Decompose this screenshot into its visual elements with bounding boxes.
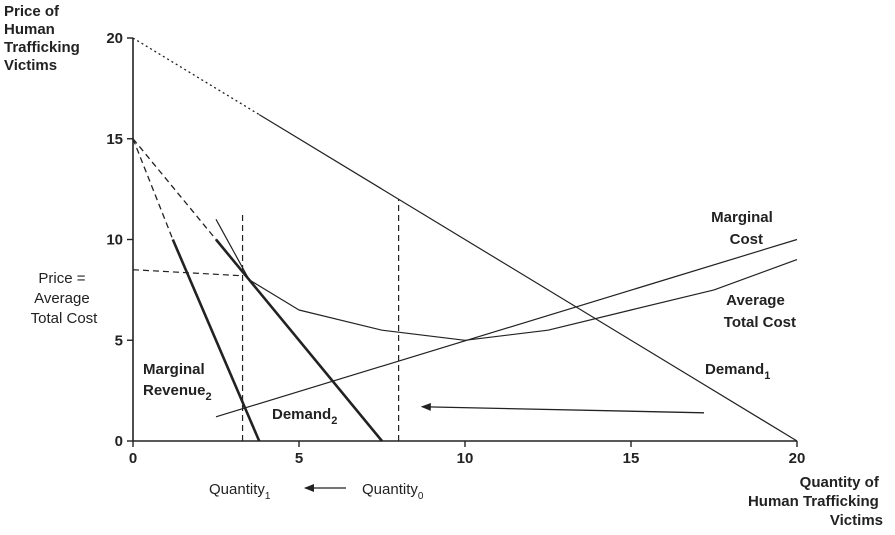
marginal-revenue2-curve bbox=[171, 238, 261, 442]
shift-arrow bbox=[420, 402, 705, 414]
price-equals-atc-label-line: Price = bbox=[38, 270, 85, 287]
demand1-label-base: Demand bbox=[705, 361, 764, 378]
arrows bbox=[420, 402, 705, 414]
demand1-label-sub: 1 bbox=[764, 370, 770, 382]
marginal-cost-curve bbox=[215, 238, 798, 418]
marginal-revenue2-label-sub: 2 bbox=[206, 391, 212, 403]
demand2-label-base: Demand bbox=[272, 406, 331, 423]
demand1-curve bbox=[258, 114, 798, 442]
quantity1-label-base: Quantity bbox=[209, 481, 265, 498]
y-axis-label-line: Victims bbox=[4, 57, 57, 74]
tick-group: 0 5 10 15 20 0 5 10 15 20 bbox=[106, 30, 805, 467]
price-equals-atc-label-line: Average bbox=[34, 290, 90, 307]
y-axis-label-line: Human bbox=[4, 21, 55, 38]
curves bbox=[132, 37, 798, 442]
price-equals-atc-label-line: Total Cost bbox=[31, 310, 99, 327]
price-equals-atc-label: Price = Average Total Cost bbox=[31, 270, 99, 327]
marginal-revenue2-dashed-extension bbox=[132, 138, 174, 240]
average-total-cost-label-line: Average bbox=[726, 292, 785, 309]
y-tick-label: 5 bbox=[115, 332, 123, 349]
x-tick-label: 0 bbox=[129, 450, 137, 467]
marginal-cost-label-line: Cost bbox=[730, 231, 763, 248]
quantity1-label-sub: 1 bbox=[265, 491, 271, 502]
x-tick-label: 15 bbox=[623, 450, 640, 467]
marginal-cost-label: Marginal Cost bbox=[711, 209, 777, 248]
quantity0-label: Quantity0 bbox=[362, 481, 424, 502]
x-tick-label: 10 bbox=[457, 450, 474, 467]
x-tick-label: 5 bbox=[295, 450, 303, 467]
x-axis-label-line: Quantity of bbox=[800, 474, 880, 491]
marginal-revenue2-label: Marginal Revenue2 bbox=[143, 361, 212, 403]
x-tick-label: 20 bbox=[789, 450, 806, 467]
marginal-revenue2-label-base: Revenue bbox=[143, 382, 206, 399]
y-axis-label-line: Price of bbox=[4, 3, 60, 20]
x-axis-label-line: Human Trafficking bbox=[748, 493, 879, 510]
demand2-label-sub: 2 bbox=[331, 415, 337, 427]
quantity0-label-sub: 0 bbox=[418, 491, 424, 502]
demand2-label: Demand2 bbox=[272, 406, 337, 427]
reference-lines bbox=[132, 199, 400, 441]
x-axis-label: Quantity of Human Trafficking Victims bbox=[748, 474, 883, 529]
marginal-revenue2-label-line: Marginal bbox=[143, 361, 205, 378]
average-total-cost-label: Average Total Cost bbox=[724, 292, 796, 331]
demand2-dashed-extension bbox=[132, 138, 217, 240]
average-total-cost-label-line: Total Cost bbox=[724, 314, 796, 331]
y-tick-label: 20 bbox=[106, 30, 123, 47]
y-tick-label: 10 bbox=[106, 232, 123, 249]
demand1-label: Demand1 bbox=[705, 361, 770, 382]
x-axis-label-line: Victims bbox=[830, 512, 883, 529]
quantity1-label: Quantity1 bbox=[209, 481, 271, 502]
y-axis-label-line: Trafficking bbox=[4, 39, 80, 56]
y-tick-label: 15 bbox=[106, 131, 123, 148]
demand2-curve bbox=[214, 238, 384, 442]
y-tick-label: 0 bbox=[115, 433, 123, 450]
quantity0-label-base: Quantity bbox=[362, 481, 418, 498]
y-axis-label: Price of Human Trafficking Victims bbox=[4, 3, 84, 74]
demand1-dashed-extension bbox=[132, 37, 260, 116]
average-total-cost-curve bbox=[215, 219, 798, 341]
marginal-cost-label-line: Marginal bbox=[711, 209, 773, 226]
